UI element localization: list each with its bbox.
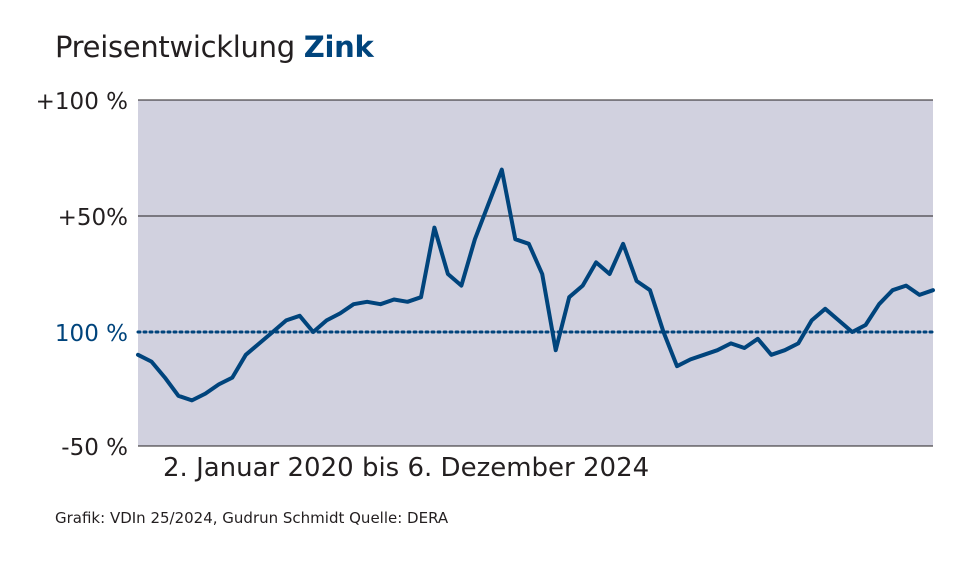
series-lines: [136, 167, 935, 403]
plot-band: [138, 100, 933, 446]
y-tick-label: -50 %: [61, 435, 128, 461]
gridlines: [138, 99, 933, 447]
background-bands: [138, 100, 933, 446]
chart-subtitle: 2. Januar 2020 bis 6. Dezember 2024: [163, 453, 650, 483]
chart-credits: Grafik: VDIn 25/2024, Gudrun Schmidt Que…: [55, 509, 449, 527]
series-line: [136, 167, 935, 403]
y-tick-label: +50%: [58, 205, 128, 231]
chart-title-main: Preisentwicklung: [55, 30, 295, 64]
y-axis-ticks: +100 % +50% 100 % -50 %: [36, 89, 128, 461]
y-tick-label: 100 %: [55, 321, 128, 347]
y-tick-label: +100 %: [36, 89, 128, 115]
chart-title: Preisentwicklung Zink: [55, 30, 374, 64]
chart-title-accent: Zink: [303, 30, 374, 64]
